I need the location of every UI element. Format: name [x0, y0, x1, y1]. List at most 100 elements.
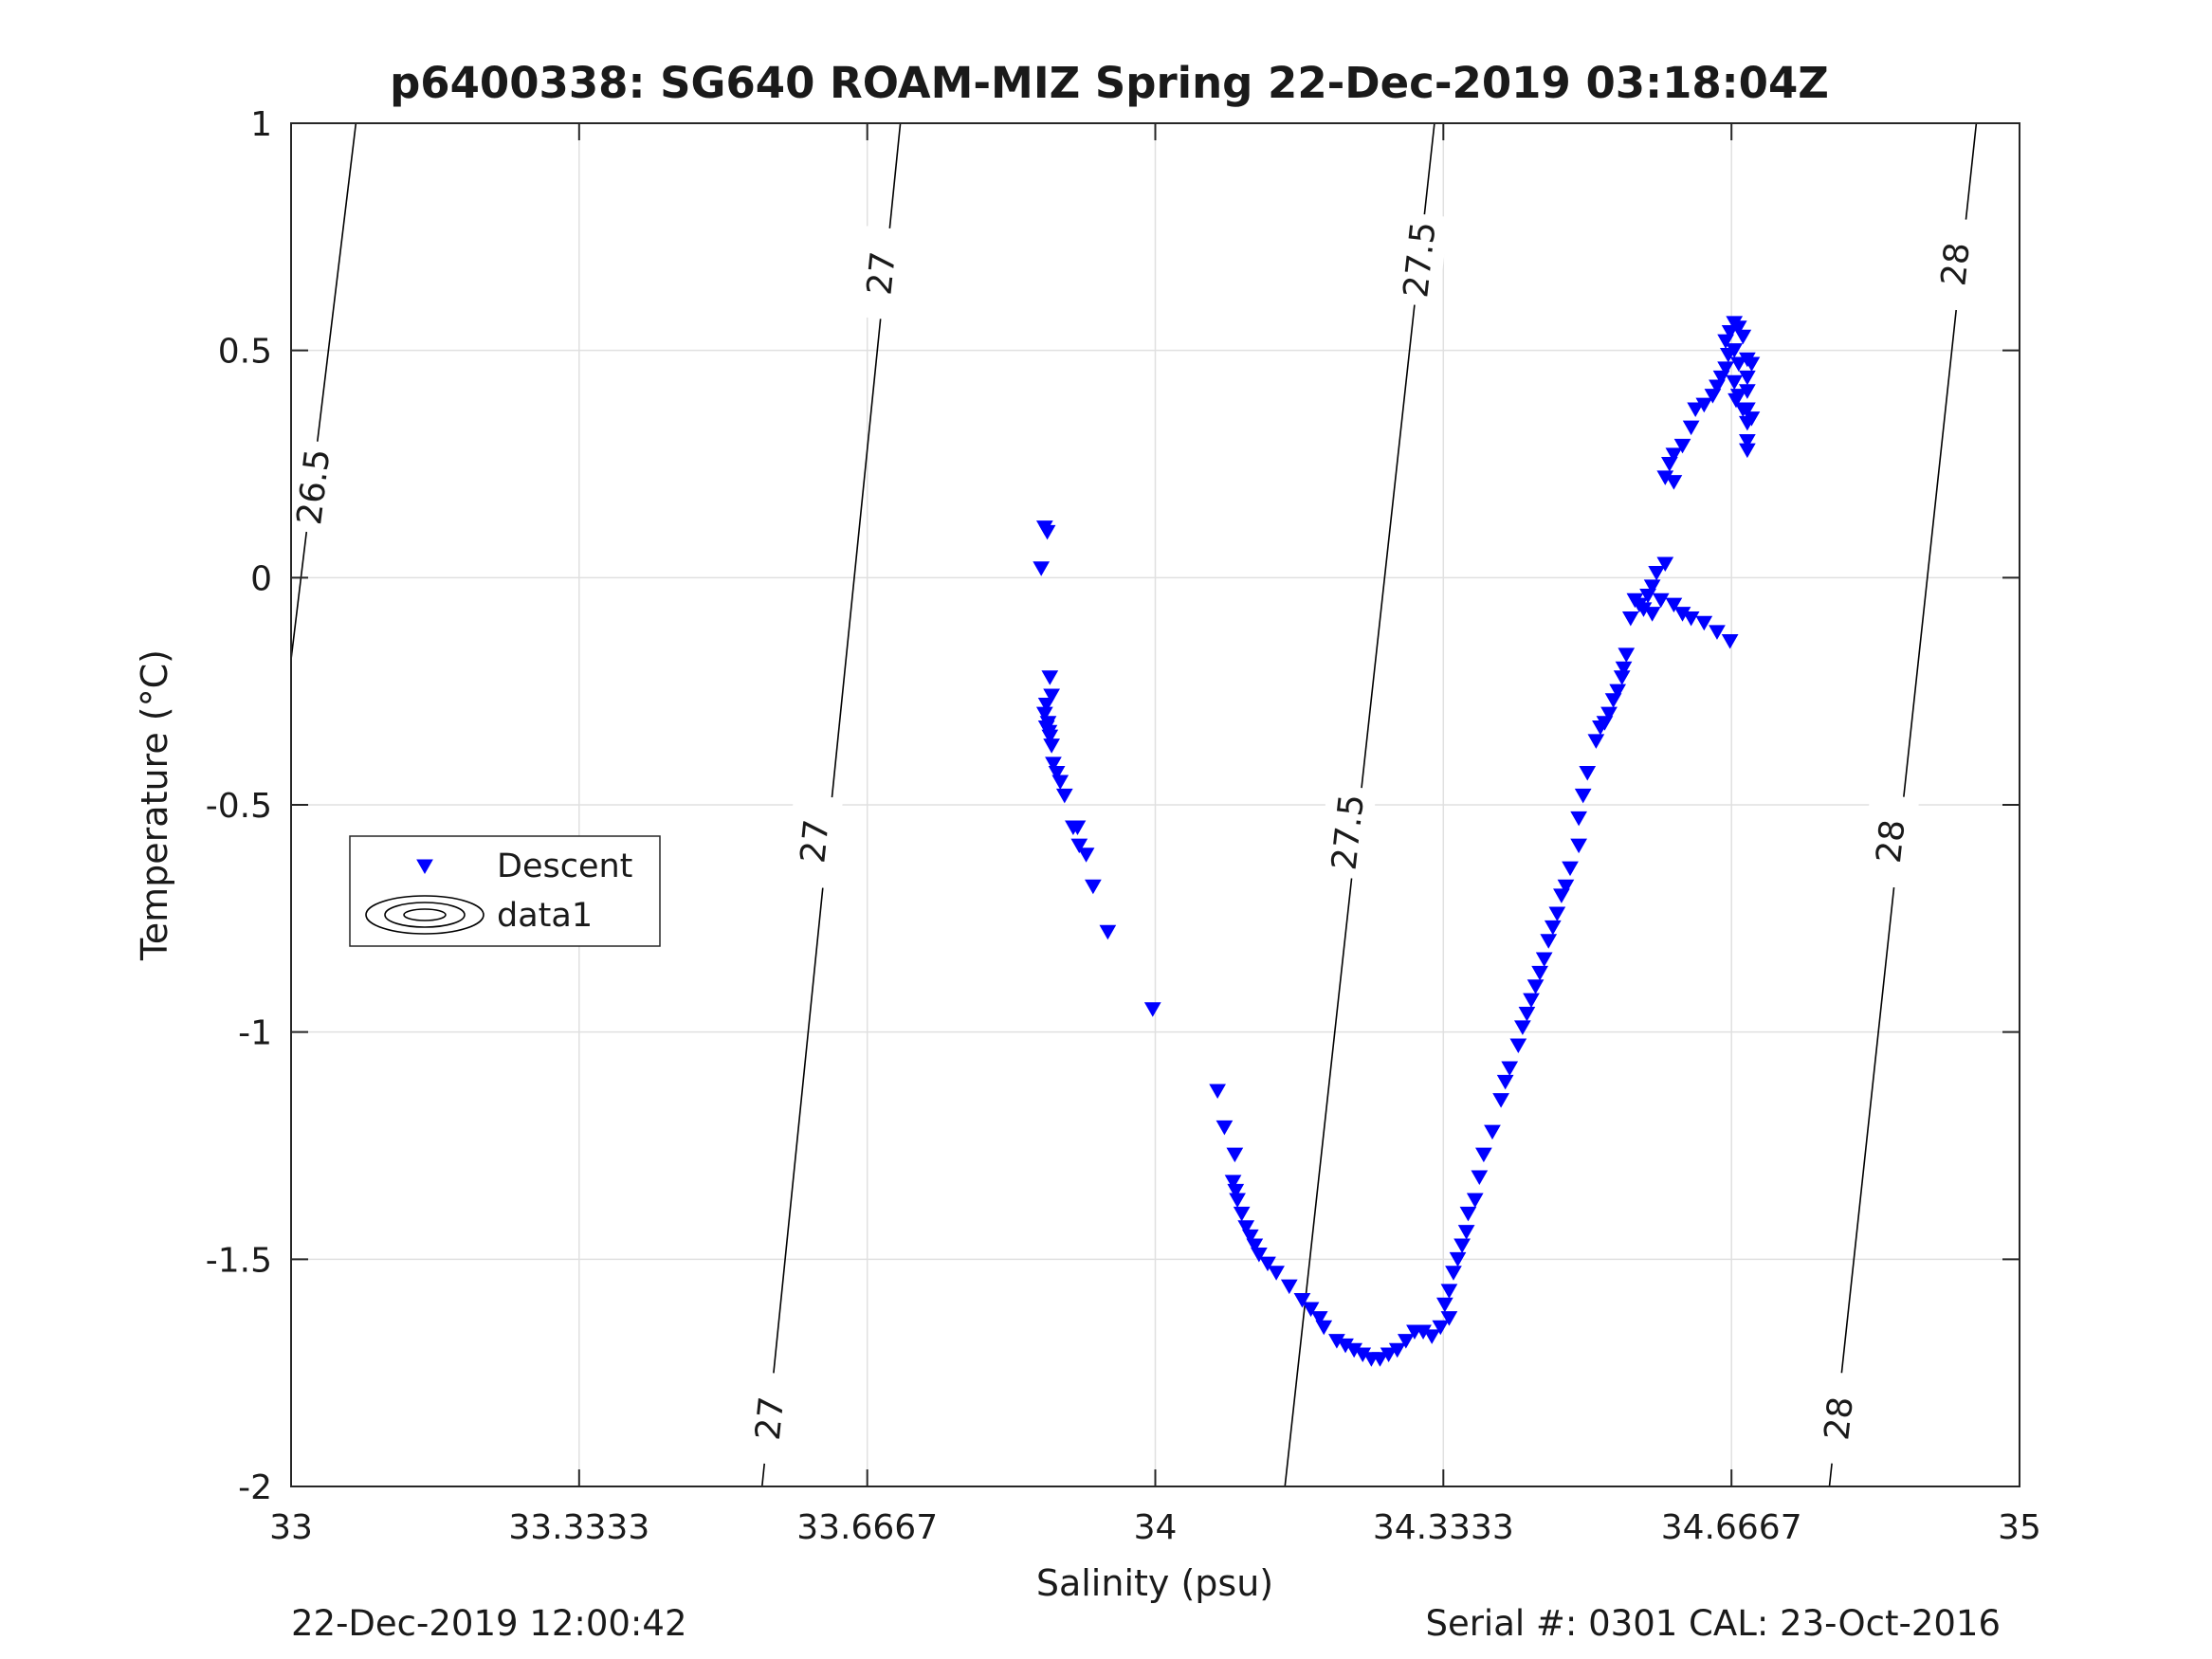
isopycnal-label: 28	[1934, 241, 1978, 288]
descent-point	[1246, 1238, 1264, 1253]
descent-point	[1280, 1279, 1298, 1295]
legend: Descent data1	[349, 835, 661, 947]
descent-point	[1041, 670, 1059, 685]
isopycnal-label-bg	[1860, 793, 1920, 889]
descent-point	[1259, 1256, 1276, 1272]
y-tick-label: -1.5	[206, 1241, 272, 1280]
x-tick-label: 35	[1998, 1508, 2041, 1547]
descent-point	[1728, 392, 1745, 409]
descent-point	[1656, 556, 1674, 572]
y-tick-label: -0.5	[206, 787, 272, 826]
descent-point	[1216, 1120, 1234, 1136]
descent-point	[1445, 1266, 1462, 1281]
descent-point	[1721, 633, 1739, 649]
descent-point	[1237, 1220, 1255, 1235]
descent-point	[1570, 838, 1587, 854]
footer-serial-cal: Serial #: 0301 CAL: 23-Oct-2016	[1425, 1603, 2001, 1644]
isopycnal-label: 27	[749, 1395, 792, 1442]
descent-point	[1241, 1229, 1259, 1245]
descent-point	[1484, 1124, 1501, 1140]
descent-point	[1734, 329, 1752, 345]
y-tick-label: -2	[238, 1468, 272, 1507]
descent-point	[1514, 1020, 1531, 1035]
descent-point	[1268, 1266, 1285, 1281]
descent-point	[1621, 611, 1639, 627]
descent-point	[1643, 579, 1661, 594]
descent-point	[1051, 775, 1069, 791]
descent-point	[1224, 1175, 1242, 1190]
footer-timestamp: 22-Dec-2019 12:00:42	[291, 1603, 686, 1644]
descent-point	[1570, 811, 1587, 827]
descent-point	[1739, 434, 1756, 449]
descent-point	[1739, 443, 1756, 459]
descent-point	[1143, 1002, 1161, 1017]
x-tick-label: 34.6667	[1661, 1508, 1802, 1547]
descent-point	[1055, 788, 1073, 804]
descent-point	[1673, 438, 1691, 454]
descent-point	[1085, 879, 1102, 895]
descent-point	[1453, 1238, 1471, 1253]
x-axis-label: Salinity (psu)	[1036, 1562, 1273, 1604]
y-tick-label: -1	[238, 1014, 272, 1053]
descent-point	[1435, 1297, 1453, 1313]
descent-point	[1574, 788, 1592, 804]
isopycnal-label-bg	[784, 793, 844, 889]
y-tick-label: 0	[250, 559, 272, 598]
descent-point	[1099, 924, 1117, 940]
descent-point	[1540, 934, 1558, 949]
descent-point	[1682, 420, 1700, 436]
descent-point	[1709, 625, 1726, 640]
x-tick-label: 34	[1134, 1508, 1178, 1547]
descent-point	[1509, 1038, 1527, 1054]
descent-point	[1423, 1329, 1441, 1344]
legend-box	[349, 835, 661, 947]
descent-point	[1037, 698, 1055, 713]
isopycnal-label: 27	[860, 249, 903, 297]
descent-point	[1449, 1251, 1467, 1267]
descent-point	[1233, 1206, 1251, 1222]
descent-point	[1648, 566, 1666, 581]
descent-point	[1293, 1292, 1311, 1308]
descent-point	[1227, 1183, 1245, 1199]
descent-point	[1729, 320, 1747, 336]
descent-point	[1371, 1352, 1389, 1367]
isopycnal-label-bg	[1389, 211, 1449, 308]
descent-point	[1665, 447, 1683, 463]
y-tick-label: 0.5	[218, 333, 272, 372]
descent-point	[1466, 1193, 1484, 1209]
descent-point	[1492, 1093, 1509, 1108]
isopycnal-label: 28	[1870, 818, 1913, 866]
descent-point	[1069, 820, 1087, 835]
isopycnal-label: 28	[1818, 1395, 1861, 1442]
descent-point	[1475, 1147, 1492, 1163]
descent-point	[1739, 384, 1756, 399]
y-tick-label: 1	[250, 105, 272, 144]
descent-point	[1033, 561, 1051, 576]
isopycnal-label-bg	[1317, 784, 1377, 881]
descent-point	[1501, 1061, 1519, 1077]
descent-point	[1609, 684, 1627, 700]
x-tick-label: 33.3333	[508, 1508, 649, 1547]
descent-point	[1531, 965, 1548, 981]
descent-point	[1615, 661, 1633, 677]
descent-point	[1226, 1147, 1244, 1163]
descent-point	[1743, 411, 1761, 427]
isopycnal-label-bg	[1808, 1370, 1868, 1467]
descent-point	[1618, 647, 1636, 663]
isopycnal-line	[290, 122, 357, 660]
descent-point	[1695, 397, 1713, 413]
descent-point	[1557, 879, 1575, 895]
descent-point	[1070, 838, 1088, 854]
descent-point	[1209, 1084, 1226, 1099]
descent-point	[1544, 920, 1562, 936]
descent-point	[1523, 993, 1540, 1009]
descent-point	[1643, 607, 1661, 622]
descent-point	[1729, 356, 1747, 373]
descent-point	[1682, 611, 1700, 627]
legend-descent-marker	[416, 859, 433, 875]
descent-point	[1457, 1225, 1475, 1240]
descent-point	[1726, 374, 1744, 391]
axis-ticks: 33 33.3333 33.6667 34 34.3333 34.6667 35 -2 -1.5…	[206, 105, 2041, 1547]
descent-point	[1535, 952, 1553, 967]
